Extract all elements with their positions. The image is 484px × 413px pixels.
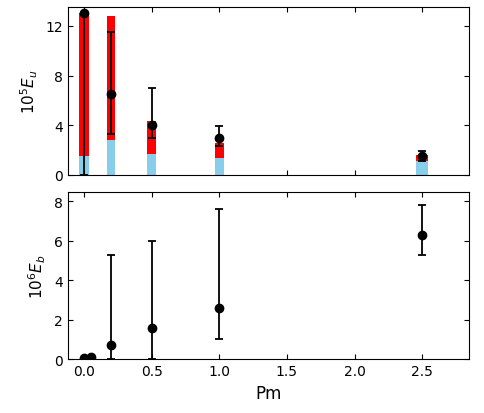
Y-axis label: $10^6 E_b$: $10^6 E_b$: [27, 254, 48, 298]
Bar: [147, 154, 156, 176]
Bar: [79, 14, 83, 157]
Bar: [85, 14, 89, 157]
X-axis label: Pm: Pm: [256, 384, 282, 401]
Y-axis label: $10^5 E_u$: $10^5 E_u$: [18, 69, 40, 114]
Bar: [85, 157, 89, 176]
Bar: [215, 159, 224, 176]
Bar: [107, 17, 115, 141]
Bar: [147, 122, 156, 154]
Bar: [79, 157, 83, 176]
Bar: [107, 141, 115, 176]
Bar: [215, 144, 224, 159]
Bar: [416, 162, 428, 176]
Bar: [416, 156, 428, 162]
